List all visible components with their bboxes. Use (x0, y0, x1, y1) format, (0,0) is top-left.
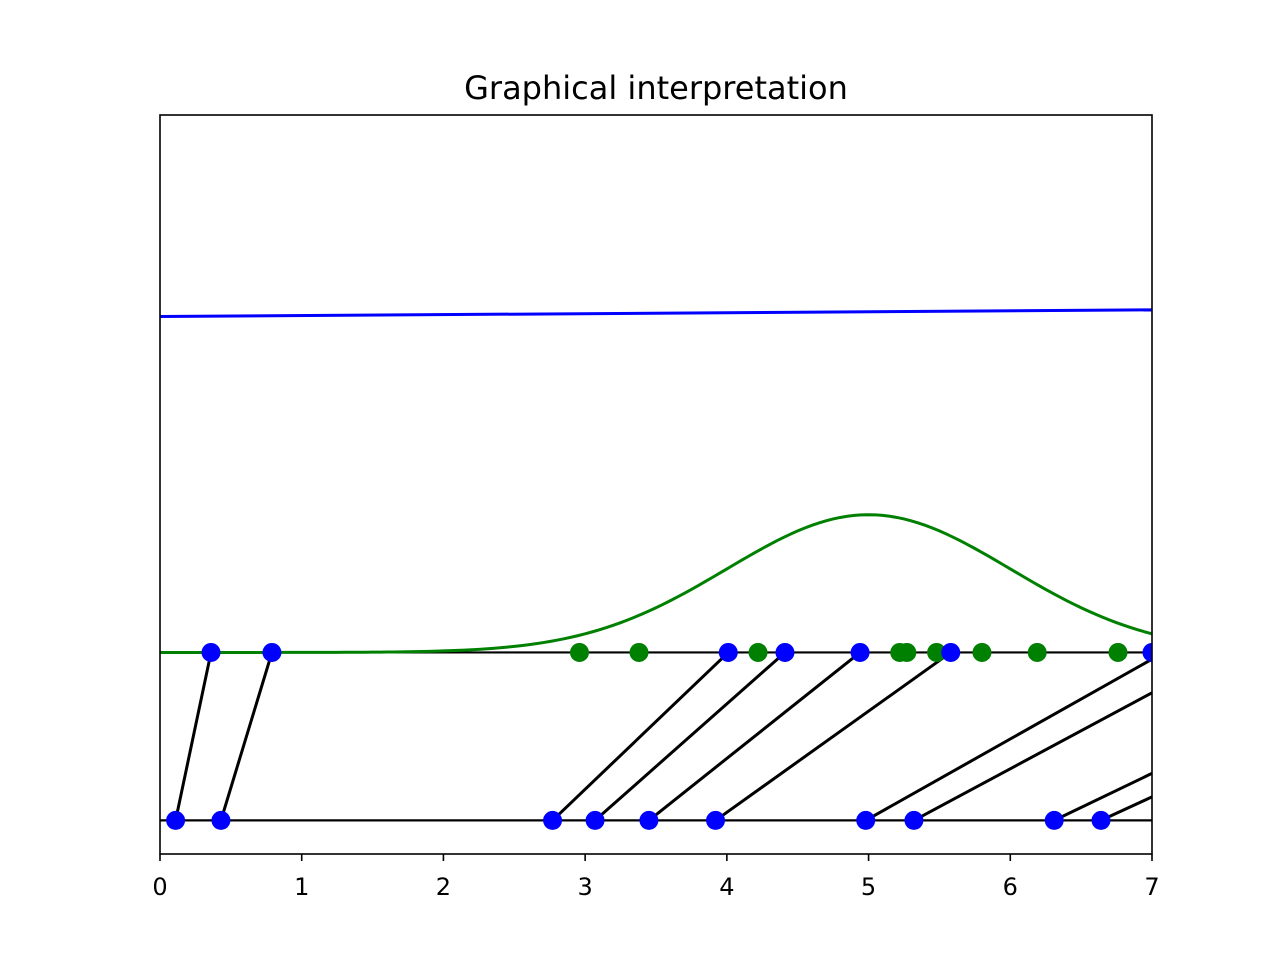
x-tick-label-1: 1 (294, 873, 309, 901)
mapping-line-7 (913, 691, 1152, 822)
blue-point-on-upper-axis-6 (1142, 642, 1152, 662)
mapping-line-8 (1053, 772, 1152, 822)
green-point-on-upper-axis-4 (897, 642, 917, 662)
blue-point-on-lower-axis-7 (904, 810, 924, 830)
x-tick-label-4: 4 (719, 873, 734, 901)
green-point-on-upper-axis-8 (1108, 642, 1128, 662)
mapping-line-3 (594, 651, 786, 822)
x-axis-ticks: 0 1 2 3 4 5 6 7 (152, 854, 1160, 901)
x-tick-label-6: 6 (1003, 873, 1018, 901)
blue-point-on-upper-axis-5 (941, 642, 961, 662)
green-point-on-upper-axis-1 (629, 642, 649, 662)
green-gaussian-curve (160, 513, 1152, 654)
x-tick-label-3: 3 (578, 873, 593, 901)
mapping-line-2 (551, 651, 730, 822)
blue-point-on-upper-axis-4 (850, 642, 870, 662)
blue-point-on-upper-axis-2 (718, 642, 738, 662)
x-tick-label-0: 0 (152, 873, 167, 901)
blue-point-on-lower-axis-9 (1091, 810, 1111, 830)
green-point-on-upper-axis-0 (569, 642, 589, 662)
blue-line (160, 308, 1152, 319)
blue-point-on-upper-axis-0 (201, 642, 221, 662)
chart-title: Graphical interpretation (464, 69, 848, 107)
x-tick-label-5: 5 (861, 873, 876, 901)
axes-frame (159, 114, 1153, 855)
green-point-on-upper-axis-2 (748, 642, 768, 662)
x-tick-label-2: 2 (436, 873, 451, 901)
green-point-on-upper-axis-7 (1027, 642, 1047, 662)
blue-point-on-lower-axis-4 (639, 810, 659, 830)
mapping-line-1 (219, 652, 274, 821)
green-point-on-upper-axis-6 (972, 642, 992, 662)
mapping-line-6 (865, 657, 1152, 822)
blue-point-on-lower-axis-8 (1044, 810, 1064, 830)
blue-point-on-lower-axis-5 (706, 810, 726, 830)
blue-point-on-upper-axis-3 (775, 642, 795, 662)
blue-point-on-lower-axis-2 (543, 810, 563, 830)
mapping-line-4 (647, 651, 862, 822)
green-point-on-upper-axis-5 (927, 642, 947, 662)
blue-point-on-lower-axis-1 (211, 810, 231, 830)
blue-point-on-lower-axis-6 (856, 810, 876, 830)
x-tick-label-7: 7 (1144, 873, 1159, 901)
mapping-line-5 (714, 651, 952, 822)
blue-point-on-upper-axis-1 (262, 642, 282, 662)
plot-area (160, 308, 1152, 830)
blue-point-on-lower-axis-3 (585, 810, 605, 830)
blue-point-on-lower-axis-0 (166, 810, 186, 830)
mapping-line-0 (174, 652, 213, 821)
